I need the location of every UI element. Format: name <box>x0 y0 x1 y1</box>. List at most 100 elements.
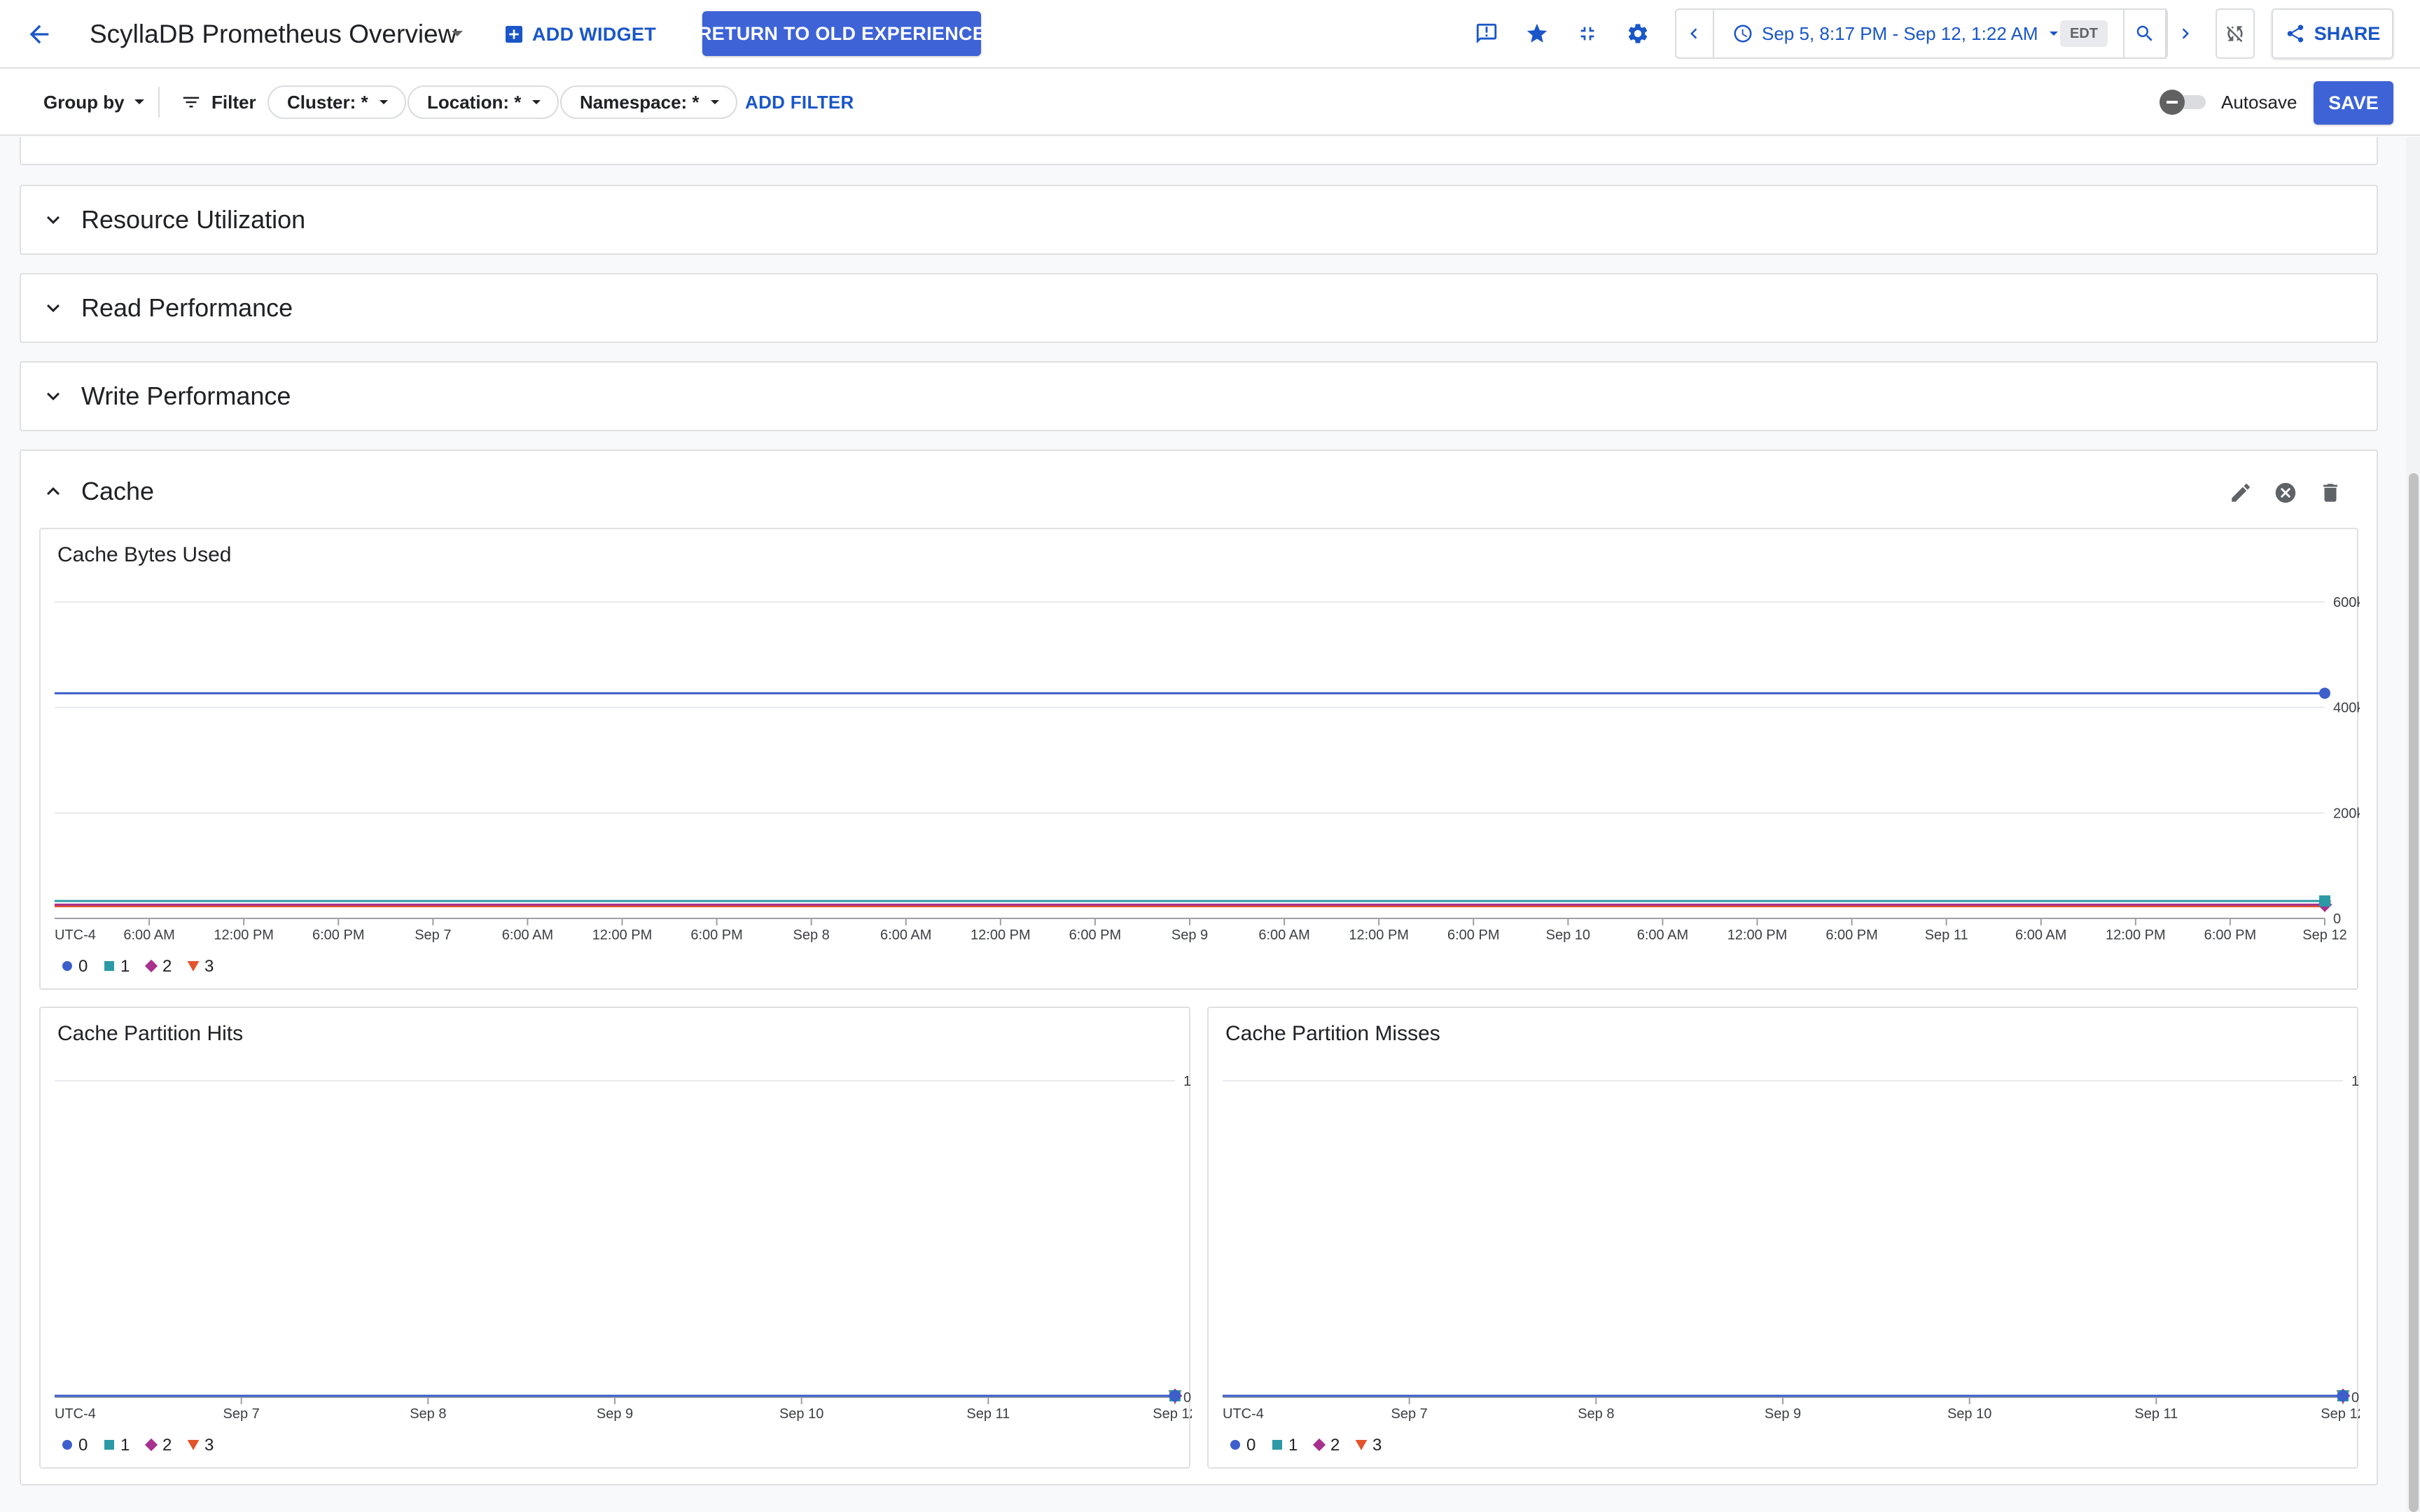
legend-marker <box>1230 1440 1240 1450</box>
x-tick-label: Sep 7 <box>415 927 451 943</box>
section-header[interactable]: Resource Utilization <box>21 186 2377 253</box>
x-tick-label: Sep 8 <box>410 1406 446 1422</box>
back-button[interactable] <box>21 18 57 51</box>
feedback-button[interactable] <box>1468 15 1505 52</box>
time-next-button[interactable] <box>2165 8 2204 59</box>
x-tick-label: Sep 11 <box>2134 1406 2178 1422</box>
x-tick-label: 12:00 PM <box>2106 927 2166 943</box>
x-tick-label: 6:00 PM <box>312 927 364 943</box>
autosave-toggle[interactable] <box>2158 88 2210 116</box>
series-end-marker-0 <box>2319 687 2330 699</box>
x-tick-label: 12:00 PM <box>1727 927 1788 943</box>
arrow-back-icon <box>25 20 53 48</box>
filter-label: Filter <box>211 91 256 113</box>
x-tick-label: Sep 9 <box>1171 927 1208 943</box>
filter-list-icon <box>181 92 202 113</box>
x-tick-label: UTC-4 <box>55 1406 96 1422</box>
legend-label: 2 <box>162 957 172 976</box>
search-icon <box>2134 23 2155 44</box>
x-tick-label: 12:00 PM <box>214 927 274 943</box>
time-range-selector[interactable]: Sep 5, 8:17 PM - Sep 12, 1:22 AM <box>1732 15 2061 52</box>
legend-marker <box>104 961 114 971</box>
series-end-marker-0 <box>1169 1390 1181 1401</box>
chart-title: Cache Partition Misses <box>1225 1022 1440 1045</box>
settings-button[interactable] <box>1619 15 1657 52</box>
legend-marker <box>62 961 72 971</box>
section-read-performance: Read Performance <box>20 273 2378 343</box>
x-tick-label: Sep 12 <box>2321 1406 2360 1422</box>
legend-label: 1 <box>1288 1436 1298 1455</box>
chart-plot[interactable]: 0 1 UTC-4 Sep 7 Sep 8 Sep 9 Sep 10 Sep 11 Sep 12… <box>41 1008 1192 1470</box>
legend-label: 2 <box>162 1436 172 1455</box>
x-tick-label: 12:00 PM <box>971 927 1031 943</box>
share-button[interactable]: SHARE <box>2272 8 2393 59</box>
section-previous <box>20 137 2378 165</box>
legend-marker <box>1272 1440 1282 1450</box>
add-widget-button[interactable]: ADD WIDGET <box>503 18 656 50</box>
filter-button[interactable]: Filter <box>181 87 256 118</box>
legend-marker <box>144 1438 158 1452</box>
x-tick-label: 6:00 AM <box>1637 927 1688 943</box>
legend-marker <box>187 961 200 972</box>
legend-label: 2 <box>1330 1436 1340 1455</box>
section-header[interactable]: Read Performance <box>21 274 2377 342</box>
remove-section-button[interactable] <box>2272 479 2300 507</box>
save-button[interactable]: SAVE <box>2314 81 2393 125</box>
x-tick-label: Sep 8 <box>1578 1406 1614 1422</box>
legend-label: 3 <box>204 1436 214 1455</box>
x-tick-label: 6:00 AM <box>2015 927 2066 943</box>
x-tick-label: 6:00 PM <box>1069 927 1121 943</box>
section-title: Write Performance <box>81 382 291 410</box>
series-end-marker-0 <box>2337 1390 2349 1401</box>
timezone-badge[interactable]: EDT <box>2060 20 2108 47</box>
y-tick-label: 0 <box>2351 1390 2359 1406</box>
legend-marker <box>1312 1438 1326 1452</box>
top-toolbar: ScyllaDB Prometheus Overview ADD WIDGET … <box>0 0 2420 69</box>
filter-chip-location[interactable]: Location: * <box>408 85 559 119</box>
dashboard-menu-dropdown[interactable] <box>448 27 466 41</box>
scrollbar-thumb[interactable] <box>2409 473 2419 1512</box>
chevron-down-icon <box>41 384 66 409</box>
chart-cache-partition-hits: Cache Partition Hits 0 1 UTC-4 Sep 7 Sep 8 Se… <box>39 1007 1192 1470</box>
legend-marker <box>187 1440 200 1450</box>
return-to-old-experience-button[interactable]: RETURN TO OLD EXPERIENCE <box>698 11 985 56</box>
legend-label: 3 <box>1372 1436 1382 1455</box>
caret-down-icon <box>448 27 466 41</box>
caret-down-icon <box>529 97 543 108</box>
fullscreen-exit-icon <box>1576 22 1599 45</box>
edit-section-button[interactable] <box>2227 479 2255 507</box>
zoom-out-button[interactable] <box>2123 8 2165 59</box>
x-tick-label: Sep 7 <box>1391 1406 1428 1422</box>
x-tick-label: Sep 9 <box>597 1406 633 1422</box>
trash-icon <box>2318 481 2342 505</box>
feedback-icon <box>1475 22 1498 46</box>
filter-chip-namespace[interactable]: Namespace: * <box>560 85 737 119</box>
filter-chip-cluster[interactable]: Cluster: * <box>267 85 406 119</box>
group-by-dropdown[interactable]: Group by <box>43 87 147 118</box>
y-tick-label: 1 <box>1183 1074 1191 1089</box>
legend-marker <box>144 959 158 973</box>
y-tick-label: 0 <box>1183 1390 1191 1406</box>
auto-refresh-toggle[interactable] <box>2216 8 2255 59</box>
chart-plot[interactable]: 0 1 UTC-4 Sep 7 Sep 8 Sep 9 Sep 10 Sep 11 Sep 12… <box>1209 1008 2360 1470</box>
x-tick-label: Sep 7 <box>223 1406 260 1422</box>
filter-chip-label: Location: * <box>427 91 522 113</box>
section-header[interactable]: Write Performance <box>21 363 2377 430</box>
favorite-button[interactable] <box>1518 15 1556 52</box>
time-prev-button[interactable] <box>1675 8 1714 59</box>
section-write-performance: Write Performance <box>20 361 2378 431</box>
delete-section-button[interactable] <box>2316 479 2344 507</box>
x-tick-label: 6:00 AM <box>123 927 174 943</box>
add-filter-button[interactable]: ADD FILTER <box>745 91 854 113</box>
filter-chip-label: Namespace: * <box>580 91 700 113</box>
chart-plot[interactable]: 0 200k 400k 600k UTC-4 6:00 AM 12:00 PM 6:00 PM… <box>41 529 2360 991</box>
legend-marker <box>104 1440 114 1450</box>
exit-fullscreen-button[interactable] <box>1569 15 1606 52</box>
pencil-icon <box>2229 481 2253 505</box>
legend-label: 1 <box>120 957 130 976</box>
legend-label: 0 <box>1246 1436 1256 1455</box>
group-by-label: Group by <box>43 91 125 113</box>
section-header[interactable]: Cache <box>21 451 2377 528</box>
clock-icon <box>1732 23 1753 44</box>
legend-marker <box>62 1440 72 1450</box>
